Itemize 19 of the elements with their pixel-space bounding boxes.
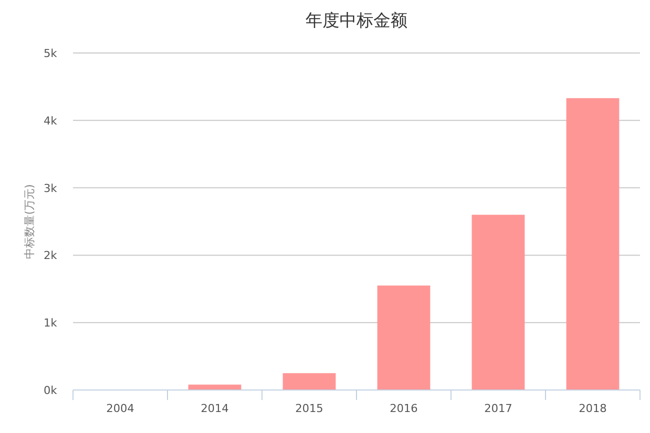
bar xyxy=(188,384,242,390)
x-tick-label: 2014 xyxy=(200,402,229,415)
y-tick-label: 3k xyxy=(44,182,58,195)
bar xyxy=(566,98,620,390)
y-tick-label: 4k xyxy=(44,114,58,128)
bar xyxy=(282,373,336,390)
y-tick-label: 1k xyxy=(44,316,58,330)
bar xyxy=(377,286,430,390)
x-tick-label: 2017 xyxy=(484,402,512,415)
y-axis-title: 中标数量(万元) xyxy=(23,184,36,259)
x-tick-label: 2004 xyxy=(106,402,134,415)
bar xyxy=(472,214,525,390)
x-tick-label: 2015 xyxy=(295,402,324,415)
x-tick-label: 2018 xyxy=(578,402,607,415)
y-tick-label: 2k xyxy=(44,249,58,262)
y-tick-label: 0k xyxy=(44,384,58,397)
y-tick-label: 5k xyxy=(44,47,58,60)
chart-title: 年度中标金额 xyxy=(306,11,408,31)
x-tick-label: 2016 xyxy=(390,402,418,415)
